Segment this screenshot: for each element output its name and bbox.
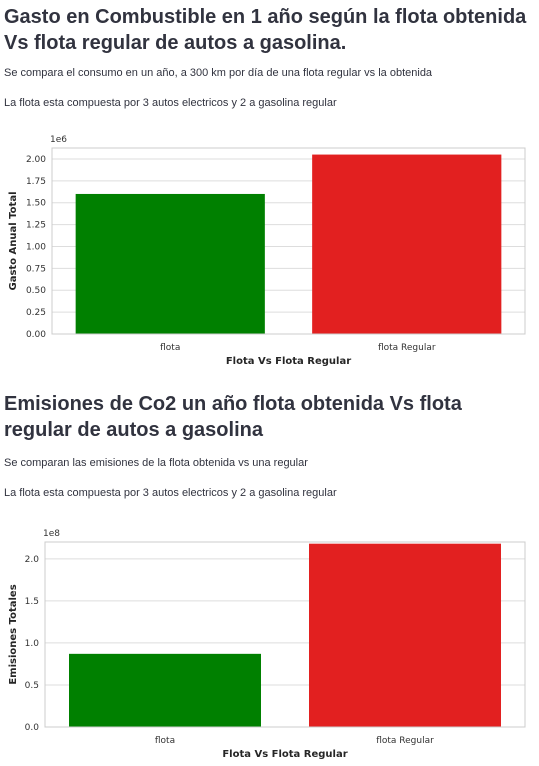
- chart1-heading: Gasto en Combustible en 1 año según la f…: [4, 6, 527, 54]
- chart1-description: Se compara el consumo en un año, a 300 k…: [4, 67, 433, 79]
- chart2-description: Se comparan las emisiones de la flota ob…: [4, 457, 308, 469]
- x-axis-label: Flota Vs Flota Regular: [222, 749, 347, 760]
- chart2-composition: La flota esta compuesta por 3 autos elec…: [4, 487, 337, 499]
- y-axis-label: Emisiones Totales: [8, 584, 19, 684]
- x-ticks: flota flota Regular: [160, 343, 436, 353]
- y-tick-label: 0.75: [26, 264, 46, 274]
- x-axis-label: Flota Vs Flota Regular: [226, 356, 351, 367]
- y-tick-label: 0.25: [26, 308, 46, 318]
- x-tick-label: flota: [155, 736, 175, 746]
- y-tick-label: 0.5: [25, 681, 39, 691]
- bars: [75, 154, 502, 334]
- plot-frame: [51, 147, 526, 335]
- bar-flota: [75, 193, 265, 334]
- x-ticks: flota flota Regular: [155, 736, 434, 746]
- y-tick-label: 0.00: [26, 330, 46, 340]
- y-tick-label: 0.0: [25, 723, 40, 733]
- y-tick-label: 1.50: [26, 199, 46, 209]
- y-tick-label: 1.00: [26, 242, 46, 252]
- bar-flota-regular: [309, 543, 501, 727]
- x-tick-label: flota: [160, 343, 180, 353]
- y-tick-label: 1.25: [26, 221, 46, 231]
- y-tick-label: 2.00: [26, 155, 46, 165]
- y-ticks: 0.00 0.25 0.50 0.75 1.00 1.25 1.50 1.75 2.00: [26, 155, 46, 340]
- x-tick-label: flota Regular: [376, 736, 434, 746]
- y-tick-label: 2.0: [25, 555, 40, 565]
- y-axis-label: Gasto Anual Total: [8, 192, 19, 291]
- fuel-cost-chart: 0.00 0.25 0.50 0.75 1.00 1.25 1.50 1.75 2.00 flo…: [8, 135, 526, 367]
- bar-flota: [69, 653, 261, 727]
- chart1-composition: La flota esta compuesta por 3 autos elec…: [4, 97, 337, 109]
- bar-flota-regular: [312, 154, 502, 334]
- scale-label: 1e8: [43, 529, 60, 539]
- y-ticks: 0.0 0.5 1.0 1.5 2.0: [25, 555, 40, 733]
- plot-frame: [44, 541, 526, 728]
- emissions-chart: 0.0 0.5 1.0 1.5 2.0 flota flota Regular 1e8 E…: [8, 529, 526, 760]
- bars: [69, 543, 501, 727]
- chart2-heading: Emisiones de Co2 un año flota obtenida V…: [4, 393, 462, 441]
- y-tick-label: 1.0: [25, 639, 40, 649]
- x-tick-label: flota Regular: [378, 343, 436, 353]
- y-tick-label: 0.50: [26, 286, 46, 296]
- y-tick-label: 1.75: [26, 177, 46, 187]
- scale-label: 1e6: [50, 135, 67, 145]
- y-tick-label: 1.5: [25, 597, 39, 607]
